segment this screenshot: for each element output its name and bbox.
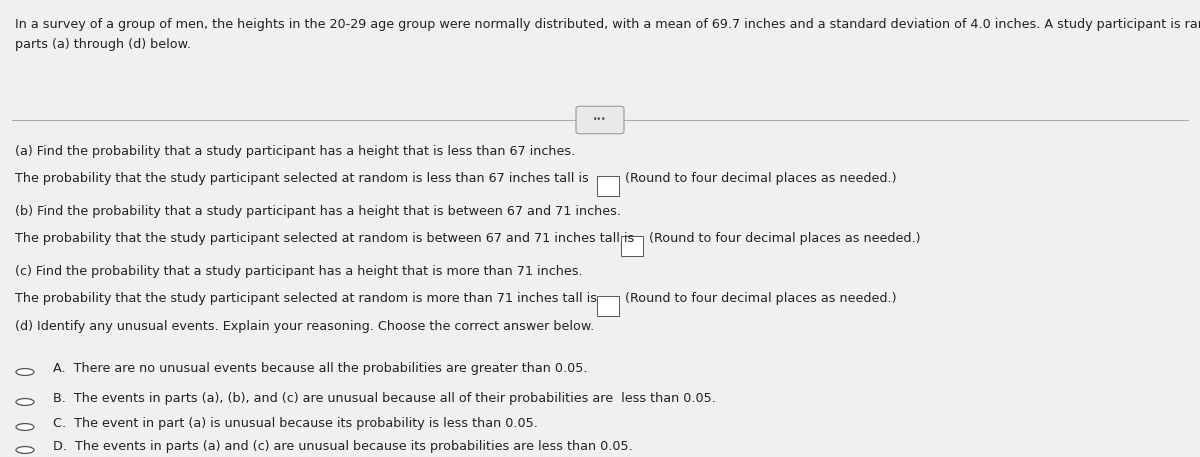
FancyBboxPatch shape: [576, 106, 624, 134]
Text: B.  The events in parts (a), (b), and (c) are unusual because all of their proba: B. The events in parts (a), (b), and (c)…: [53, 392, 716, 405]
Text: The probability that the study participant selected at random is more than 71 in: The probability that the study participa…: [14, 292, 598, 305]
FancyBboxPatch shape: [622, 236, 643, 256]
Text: In a survey of a group of men, the heights in the 20-29 age group were normally : In a survey of a group of men, the heigh…: [14, 18, 1200, 31]
Text: (Round to four decimal places as needed.): (Round to four decimal places as needed.…: [649, 232, 920, 245]
FancyBboxPatch shape: [598, 296, 619, 316]
Text: The probability that the study participant selected at random is between 67 and : The probability that the study participa…: [14, 232, 635, 245]
Text: (Round to four decimal places as needed.): (Round to four decimal places as needed.…: [625, 292, 896, 305]
FancyBboxPatch shape: [598, 176, 619, 196]
Circle shape: [16, 369, 34, 376]
Text: C.  The event in part (a) is unusual because its probability is less than 0.05.: C. The event in part (a) is unusual beca…: [53, 417, 538, 430]
Text: A.  There are no unusual events because all the probabilities are greater than 0: A. There are no unusual events because a…: [53, 362, 588, 375]
Text: •••: •••: [593, 116, 607, 124]
Text: (b) Find the probability that a study participant has a height that is between 6: (b) Find the probability that a study pa…: [14, 205, 622, 218]
Text: parts (a) through (d) below.: parts (a) through (d) below.: [14, 38, 191, 51]
Text: (c) Find the probability that a study participant has a height that is more than: (c) Find the probability that a study pa…: [14, 265, 583, 278]
Text: D.  The events in parts (a) and (c) are unusual because its probabilities are le: D. The events in parts (a) and (c) are u…: [53, 440, 632, 453]
Circle shape: [16, 446, 34, 453]
Circle shape: [16, 399, 34, 405]
Text: (Round to four decimal places as needed.): (Round to four decimal places as needed.…: [625, 172, 896, 185]
Text: (a) Find the probability that a study participant has a height that is less than: (a) Find the probability that a study pa…: [14, 145, 575, 158]
Text: (d) Identify any unusual events. Explain your reasoning. Choose the correct answ: (d) Identify any unusual events. Explain…: [14, 320, 594, 333]
Text: The probability that the study participant selected at random is less than 67 in: The probability that the study participa…: [14, 172, 589, 185]
Circle shape: [16, 424, 34, 430]
